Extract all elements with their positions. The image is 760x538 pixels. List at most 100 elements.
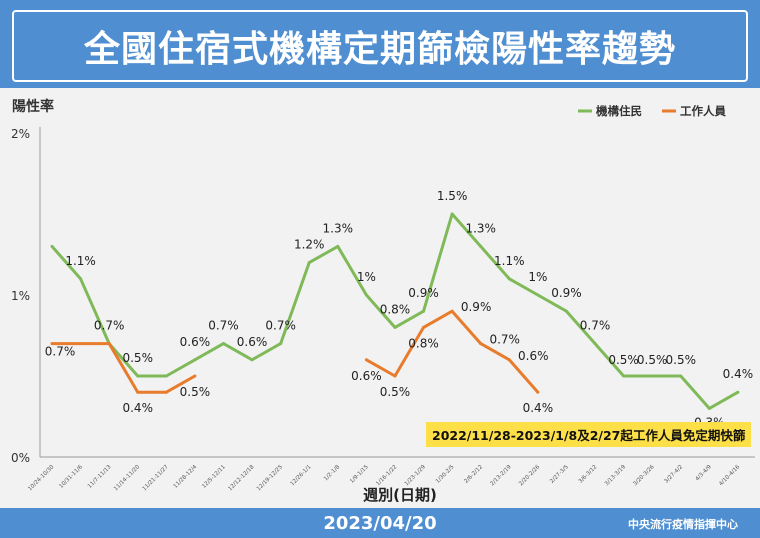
data-point — [564, 309, 568, 313]
y-tick-label: 0% — [11, 451, 30, 465]
data-point — [422, 309, 426, 313]
data-label: 1.1% — [494, 254, 525, 268]
data-point — [393, 374, 397, 378]
data-point — [507, 277, 511, 281]
footer-date: 2023/04/20 — [323, 513, 437, 534]
data-point — [79, 277, 83, 281]
data-label: 0.9% — [408, 286, 439, 300]
data-point — [364, 358, 368, 362]
data-point — [736, 390, 740, 394]
data-point — [164, 374, 168, 378]
data-point — [393, 325, 397, 329]
data-point — [136, 390, 140, 394]
x-tick-label: 1/2-1/8 — [323, 464, 342, 483]
data-label: 0.7% — [94, 319, 125, 333]
x-tick-label: 12/12-12/18 — [227, 464, 255, 492]
data-label: 0.6% — [518, 349, 549, 363]
data-label: 0.9% — [461, 300, 492, 314]
data-point — [622, 374, 626, 378]
data-label: 1.2% — [294, 238, 325, 252]
data-point — [193, 374, 197, 378]
x-tick-label: 1/16-1/22 — [375, 464, 398, 487]
annotation-note: 2022/11/28-2023/1/8及2/27起工作人員免定期快篩 — [426, 422, 752, 447]
data-label: 0.8% — [380, 302, 411, 316]
data-point — [479, 244, 483, 248]
page-title: 全國住宿式機構定期篩檢陽性率趨勢 — [12, 10, 748, 82]
x-tick-label: 3/6-3/12 — [578, 464, 599, 485]
data-point — [650, 374, 654, 378]
x-tick-label: 1/23-1/29 — [404, 464, 427, 487]
x-tick-label: 12/19-12/25 — [256, 464, 284, 492]
data-point — [364, 293, 368, 297]
data-label: 1.1% — [65, 254, 96, 268]
data-label: 1% — [528, 270, 547, 284]
data-point — [279, 342, 283, 346]
y-tick-label: 2% — [11, 127, 30, 141]
data-label: 1% — [357, 270, 376, 284]
legend-label: 工作人員 — [680, 104, 726, 118]
data-point — [50, 244, 54, 248]
data-point — [593, 342, 597, 346]
data-label: 0.6% — [180, 335, 211, 349]
data-point — [507, 358, 511, 362]
data-label: 0.7% — [580, 319, 611, 333]
data-label: 0.8% — [408, 336, 439, 350]
x-tick-label: 10/31-11/6 — [58, 464, 84, 490]
footer: 2023/04/20 中央流行疫情指揮中心 — [0, 508, 760, 538]
header: 全國住宿式機構定期篩檢陽性率趨勢 — [0, 0, 760, 88]
x-tick-label: 12/26-1/1 — [290, 464, 313, 487]
data-point — [79, 342, 83, 346]
x-tick-label: 11/28-12/4 — [173, 464, 199, 490]
x-tick-label: 11/21-11/27 — [142, 464, 170, 492]
data-label: 1.5% — [437, 189, 468, 203]
data-label: 0.7% — [208, 319, 239, 333]
x-tick-label: 11/7-11/13 — [87, 464, 113, 490]
x-tick-label: 2/13-2/19 — [490, 464, 513, 487]
data-label: 0.5% — [608, 353, 639, 367]
data-label: 0.4% — [122, 401, 153, 415]
data-label: 0.5% — [380, 385, 411, 399]
data-point — [164, 390, 168, 394]
data-point — [107, 342, 111, 346]
data-label: 0.5% — [666, 353, 697, 367]
x-tick-label: 1/30-2/5 — [435, 464, 456, 485]
data-point — [50, 342, 54, 346]
x-tick-label: 4/10-4/16 — [718, 464, 741, 487]
data-point — [136, 374, 140, 378]
data-label: 0.5% — [122, 351, 153, 365]
data-point — [536, 293, 540, 297]
x-tick-label: 11/14-11/20 — [113, 464, 141, 492]
series-line-staff — [52, 342, 196, 394]
data-point — [221, 342, 225, 346]
data-point — [450, 309, 454, 313]
x-tick-label: 3/20-3/26 — [632, 464, 655, 487]
data-point — [307, 261, 311, 265]
x-tick-label: 2/27-3/5 — [549, 464, 570, 485]
x-tick-label: 2/6-2/12 — [463, 464, 484, 485]
data-label: 0.9% — [551, 286, 582, 300]
data-point — [679, 374, 683, 378]
data-label: 0.7% — [265, 319, 296, 333]
x-tick-label: 3/27-4/2 — [664, 464, 685, 485]
data-point — [479, 342, 483, 346]
data-point — [450, 212, 454, 216]
data-label: 1.3% — [323, 221, 354, 235]
x-tick-label: 10/24-10/30 — [27, 464, 55, 492]
x-tick-label: 2/20-2/26 — [518, 464, 541, 487]
y-tick-label: 1% — [11, 289, 30, 303]
data-point — [336, 244, 340, 248]
x-tick-label: 1/9-1/15 — [349, 464, 370, 485]
data-label: 0.6% — [351, 369, 382, 383]
data-point — [536, 390, 540, 394]
data-point — [422, 325, 426, 329]
data-label: 0.4% — [523, 401, 554, 415]
footer-org: 中央流行疫情指揮中心 — [628, 518, 738, 531]
data-point — [707, 406, 711, 410]
data-point — [193, 358, 197, 362]
data-label: 0.5% — [637, 353, 668, 367]
data-label: 0.7% — [489, 333, 520, 347]
x-tick-label: 12/5-12/11 — [201, 464, 227, 490]
data-label: 0.6% — [237, 335, 268, 349]
data-label: 1.3% — [465, 221, 496, 235]
